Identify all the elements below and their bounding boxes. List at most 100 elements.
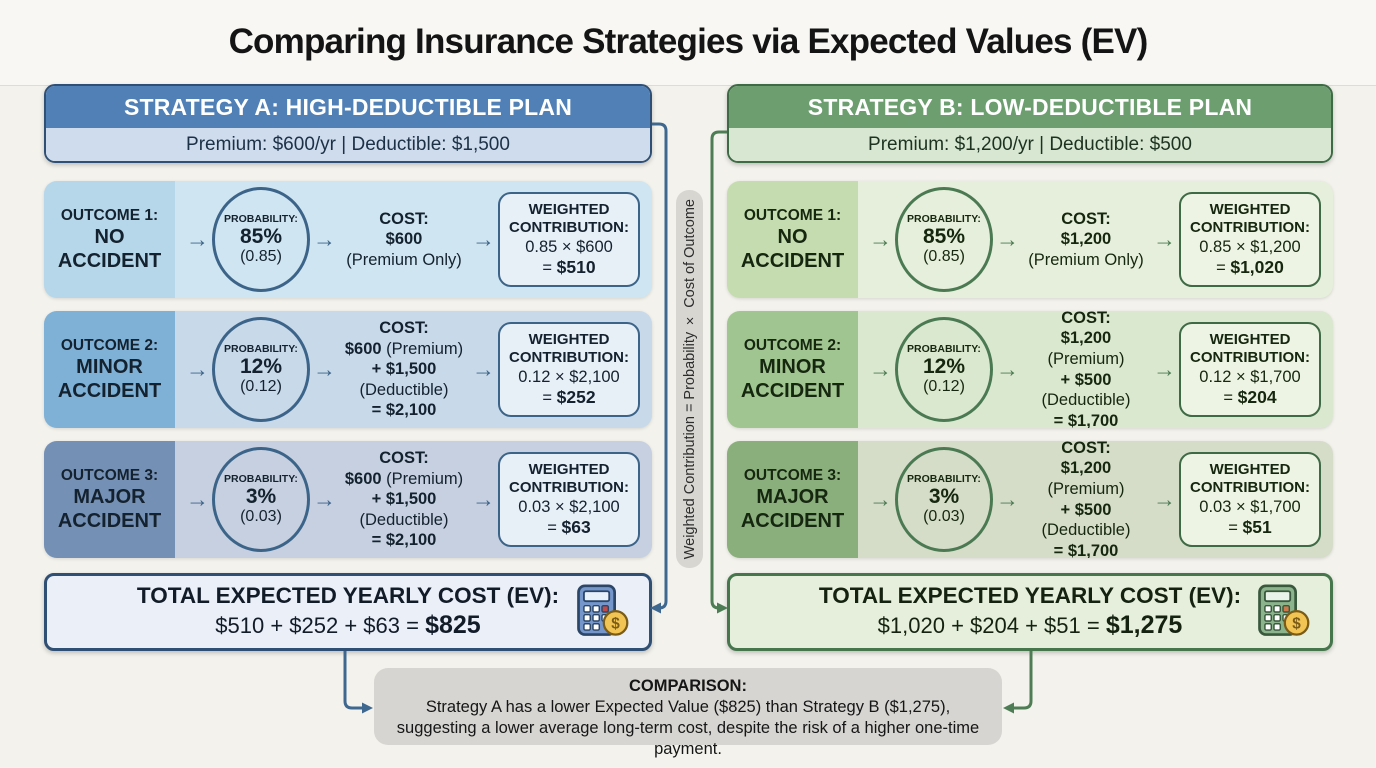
cost-title: COST: xyxy=(379,448,429,467)
cost-block: COST: $600 (Premium) + $1,500 (Deductibl… xyxy=(339,318,469,421)
total-text: TOTAL EXPECTED YEARLY COST (EV): $510 + … xyxy=(137,582,559,641)
weighted-title: WEIGHTED CONTRIBUTION: xyxy=(509,461,629,496)
cost-line: $600 xyxy=(385,230,423,249)
strategy-b-panel: STRATEGY B: LOW-DEDUCTIBLE PLAN Premium:… xyxy=(727,84,1333,651)
svg-text:$: $ xyxy=(611,615,620,632)
probability-label: PROBABILITY: xyxy=(907,472,981,485)
weighted-title: WEIGHTED CONTRIBUTION: xyxy=(509,201,629,236)
probability-percent: 3% xyxy=(928,484,960,508)
outcome-name: NO xyxy=(94,225,125,248)
right-arrow-icon: → xyxy=(186,486,209,512)
outcome-row: OUTCOME 3: MAJOR ACCIDENT → PROBABILITY:… xyxy=(727,441,1333,558)
title-band xyxy=(0,0,1376,85)
right-arrow-icon: → xyxy=(869,486,892,512)
cost-line: $1,200 xyxy=(1060,230,1112,249)
outcome-label: OUTCOME 2: MINOR ACCIDENT xyxy=(727,311,858,428)
strategy-a-header: STRATEGY A: HIGH-DEDUCTIBLE PLAN Premium… xyxy=(44,84,652,163)
strategy-a-panel: STRATEGY A: HIGH-DEDUCTIBLE PLAN Premium… xyxy=(44,84,652,651)
cost-block: COST: $1,200 (Premium) + $500 (Deductibl… xyxy=(1022,311,1150,428)
calculator-icon: $ xyxy=(1258,584,1310,636)
outcome-name: ACCIDENT xyxy=(57,249,162,272)
total-label: TOTAL EXPECTED YEARLY COST (EV): xyxy=(136,583,560,609)
probability-circle: PROBABILITY: 12% (0.12) xyxy=(895,317,993,422)
weighted-result: = $204 xyxy=(1223,386,1277,407)
comparison-title: COMPARISON: xyxy=(629,677,747,695)
strategy-b-header: STRATEGY B: LOW-DEDUCTIBLE PLAN Premium:… xyxy=(727,84,1333,163)
outcome-name: MAJOR xyxy=(756,485,829,508)
outcome-name: NO xyxy=(777,225,808,248)
weighted-contribution-box: WEIGHTED CONTRIBUTION: 0.03 × $2,100 = $… xyxy=(498,452,640,547)
outcome-name: ACCIDENT xyxy=(740,249,845,272)
weighted-contribution-box: WEIGHTED CONTRIBUTION: 0.85 × $1,200 = $… xyxy=(1179,192,1321,287)
outcome-name: MAJOR xyxy=(73,485,146,508)
right-arrow-icon: → xyxy=(313,486,336,512)
weighted-expression: 0.12 × $1,700 xyxy=(1199,367,1301,386)
cost-block: COST: $1,200 (Premium Only) xyxy=(1022,209,1150,271)
probability-decimal: (0.12) xyxy=(240,378,282,396)
cost-line: (Premium Only) xyxy=(1028,250,1144,269)
cost-line: = $2,100 xyxy=(371,401,437,420)
probability-percent: 85% xyxy=(239,224,283,248)
weighted-result: = $51 xyxy=(1228,516,1272,537)
cost-line: $600 (Premium) xyxy=(344,339,464,358)
outcome-row-body: → PROBABILITY: 85% (0.85) → COST: $600 (… xyxy=(175,181,652,298)
outcome-name: MINOR xyxy=(76,355,143,378)
svg-text:$: $ xyxy=(1292,615,1301,632)
outcome-row-body: → PROBABILITY: 3% (0.03) → COST: $1,200 … xyxy=(858,441,1333,558)
strategy-a-total-box: TOTAL EXPECTED YEARLY COST (EV): $510 + … xyxy=(44,573,652,651)
probability-label: PROBABILITY: xyxy=(907,342,981,355)
outcome-row-body: → PROBABILITY: 12% (0.12) → COST: $600 (… xyxy=(175,311,652,428)
outcome-number: OUTCOME 3: xyxy=(743,466,842,484)
right-arrow-icon: → xyxy=(186,356,209,382)
cost-line: = $2,100 xyxy=(371,531,437,550)
outcome-name: ACCIDENT xyxy=(57,379,162,402)
outcome-name: MINOR xyxy=(759,355,826,378)
cost-line: $1,200 (Premium) xyxy=(1047,329,1125,368)
weighted-title: WEIGHTED CONTRIBUTION: xyxy=(1190,201,1310,236)
weighted-title: WEIGHTED CONTRIBUTION: xyxy=(509,331,629,366)
right-arrow-icon: → xyxy=(313,356,336,382)
middle-formula-note: Weighted Contribution = Probability × Co… xyxy=(676,190,703,568)
outcome-label: OUTCOME 2: MINOR ACCIDENT xyxy=(44,311,175,428)
right-arrow-icon: → xyxy=(996,356,1019,382)
weighted-result: = $510 xyxy=(542,256,596,277)
outcome-row: OUTCOME 3: MAJOR ACCIDENT → PROBABILITY:… xyxy=(44,441,652,558)
outcome-row: OUTCOME 2: MINOR ACCIDENT → PROBABILITY:… xyxy=(727,311,1333,428)
right-arrow-icon: → xyxy=(472,226,495,252)
outcome-number: OUTCOME 2: xyxy=(743,336,842,354)
total-equation: $510 + $252 + $63 = $825 xyxy=(215,611,481,640)
cost-line: + $1,500 (Deductible) xyxy=(359,360,449,399)
strategy-b-subtitle: Premium: $1,200/yr | Deductible: $500 xyxy=(729,128,1331,161)
cost-block: COST: $600 (Premium) + $1,500 (Deductibl… xyxy=(339,448,469,551)
outcome-row-body: → PROBABILITY: 12% (0.12) → COST: $1,200… xyxy=(858,311,1333,428)
strategy-a-title: STRATEGY A: HIGH-DEDUCTIBLE PLAN xyxy=(46,86,650,128)
weighted-expression: 0.85 × $600 xyxy=(525,237,613,256)
right-arrow-icon: → xyxy=(869,356,892,382)
probability-percent: 85% xyxy=(922,224,966,248)
weighted-title: WEIGHTED CONTRIBUTION: xyxy=(1190,461,1310,496)
weighted-expression: 0.85 × $1,200 xyxy=(1199,237,1301,256)
outcome-number: OUTCOME 1: xyxy=(743,206,842,224)
probability-label: PROBABILITY: xyxy=(224,212,298,225)
probability-circle: PROBABILITY: 12% (0.12) xyxy=(212,317,310,422)
cost-line: = $1,700 xyxy=(1053,541,1119,558)
comparison-note: COMPARISON: Strategy A has a lower Expec… xyxy=(374,668,1002,758)
page-title: Comparing Insurance Strategies via Expec… xyxy=(228,22,1149,61)
right-arrow-icon: → xyxy=(313,226,336,252)
divider-line xyxy=(0,85,1376,86)
cost-line: $1,200 (Premium) xyxy=(1047,459,1125,498)
probability-circle: PROBABILITY: 85% (0.85) xyxy=(895,187,993,292)
right-arrow-icon: → xyxy=(869,226,892,252)
weighted-result: = $1,020 xyxy=(1216,256,1284,277)
weighted-expression: 0.12 × $2,100 xyxy=(518,367,620,386)
probability-percent: 3% xyxy=(245,484,277,508)
outcome-name: ACCIDENT xyxy=(57,509,162,532)
outcome-label: OUTCOME 1: NO ACCIDENT xyxy=(44,181,175,298)
outcome-row: OUTCOME 1: NO ACCIDENT → PROBABILITY: 85… xyxy=(727,181,1333,298)
probability-percent: 12% xyxy=(922,354,966,378)
strategy-b-title: STRATEGY B: LOW-DEDUCTIBLE PLAN xyxy=(729,86,1331,128)
outcome-row-body: → PROBABILITY: 3% (0.03) → COST: $600 (P… xyxy=(175,441,652,558)
total-equation: $1,020 + $204 + $51 = $1,275 xyxy=(877,611,1183,640)
right-arrow-icon: → xyxy=(996,226,1019,252)
